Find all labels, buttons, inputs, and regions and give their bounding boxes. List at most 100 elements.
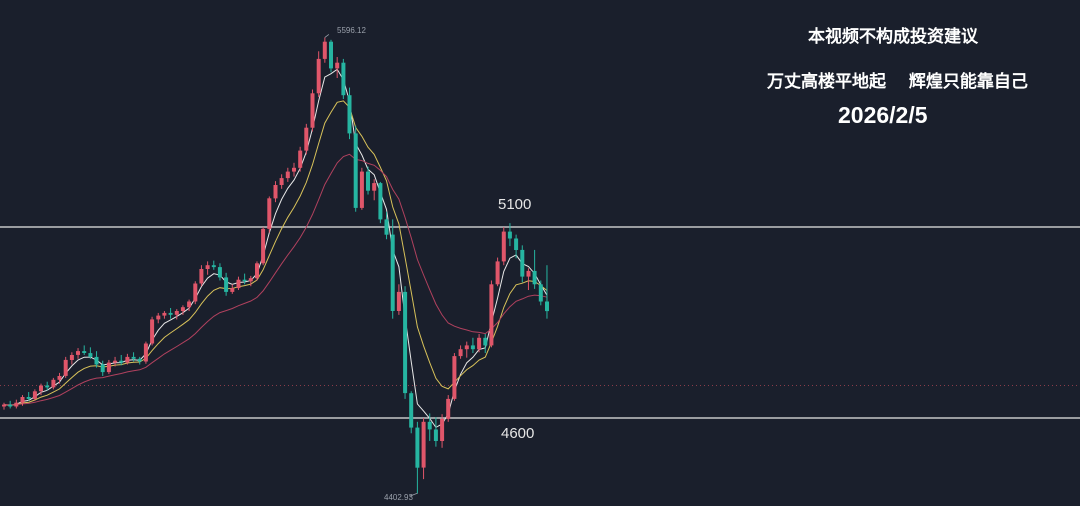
candle <box>2 402 6 410</box>
extreme-high-label: 5596.12 <box>337 26 366 35</box>
candle <box>347 87 352 140</box>
candle <box>88 347 93 359</box>
candle <box>489 280 494 348</box>
candle-body <box>310 93 315 128</box>
candle <box>174 309 179 320</box>
motto-caption: 万丈高楼平地起 辉煌只能靠自己 <box>767 72 1028 92</box>
candle <box>125 353 130 365</box>
candle-body <box>94 356 99 365</box>
candle-body <box>470 345 475 350</box>
candle <box>255 261 259 281</box>
candle-body <box>322 41 327 59</box>
candle-body <box>507 231 512 239</box>
candle-body <box>88 353 93 357</box>
disclaimer-caption: 本视频不构成投资建议 <box>808 27 978 47</box>
candle <box>396 284 401 315</box>
candle <box>545 265 549 319</box>
candle <box>390 219 395 319</box>
candle-body <box>440 418 445 441</box>
candle-body <box>39 385 43 392</box>
candle-body <box>526 270 531 277</box>
candle-body <box>156 315 161 320</box>
candle-body <box>409 393 414 428</box>
candle-body <box>427 421 432 430</box>
candle <box>57 372 62 384</box>
candle-body <box>464 345 469 350</box>
candle <box>421 418 426 480</box>
candle-body <box>20 397 25 403</box>
candle-body <box>415 427 420 468</box>
candle <box>248 275 253 287</box>
candle-body <box>378 183 383 220</box>
candle-body <box>520 249 525 277</box>
candle <box>156 312 161 324</box>
candle-body <box>113 360 118 363</box>
candle <box>236 276 241 291</box>
candle <box>409 391 414 434</box>
candle-body <box>2 404 6 407</box>
candle <box>458 345 463 359</box>
candle <box>427 413 432 441</box>
candle-body <box>137 358 142 362</box>
candle-body <box>390 234 395 311</box>
candle-body <box>230 288 235 292</box>
candle-body <box>248 278 253 282</box>
candle <box>162 311 167 319</box>
candle-body <box>187 301 192 308</box>
candle <box>230 284 235 294</box>
candle-body <box>341 62 346 96</box>
candle <box>341 58 346 100</box>
candle <box>187 299 192 312</box>
candle <box>180 305 185 315</box>
candle <box>378 181 383 224</box>
candle-body <box>458 349 463 357</box>
candle-body <box>366 171 370 191</box>
candle-body <box>255 263 259 279</box>
ma-mid-line <box>3 100 548 406</box>
candle-body <box>8 404 13 407</box>
candle <box>298 146 303 172</box>
candle-body <box>106 362 111 373</box>
candle <box>526 268 531 291</box>
candle <box>470 337 475 354</box>
candle-body <box>69 355 74 360</box>
candle <box>106 359 111 375</box>
candle-body <box>143 343 148 362</box>
candle <box>403 286 408 399</box>
candle <box>507 223 512 247</box>
candle-body <box>285 171 290 179</box>
candle-body <box>421 421 426 468</box>
candle-body <box>452 356 457 399</box>
candle-body <box>279 178 284 185</box>
candle-body <box>372 183 377 191</box>
candle-body <box>433 429 438 441</box>
candle-body <box>224 277 229 292</box>
candle <box>329 39 333 73</box>
candle <box>483 333 488 354</box>
candle-body <box>267 198 272 229</box>
candle <box>359 167 364 210</box>
candle <box>353 125 358 212</box>
candle-body <box>483 337 488 346</box>
candle <box>316 51 321 98</box>
extreme-high-marker <box>324 34 330 38</box>
candle <box>137 356 142 365</box>
candle-body <box>82 351 87 353</box>
candle-body <box>298 150 303 168</box>
candle <box>242 273 247 285</box>
candle-body <box>477 337 482 350</box>
candle-body <box>180 307 185 311</box>
candle-body <box>57 376 62 380</box>
level-label-low: 4600 <box>501 425 535 442</box>
candle-body <box>205 265 210 269</box>
candle-body <box>396 291 401 311</box>
candle <box>304 123 309 155</box>
candle <box>113 356 118 367</box>
candle-body <box>162 312 167 316</box>
candle <box>199 265 204 287</box>
candle-body <box>353 133 358 208</box>
candle <box>193 281 198 305</box>
candle-body <box>236 279 241 289</box>
candle <box>322 37 327 63</box>
extreme-low-label: 4402.93 <box>384 493 413 502</box>
